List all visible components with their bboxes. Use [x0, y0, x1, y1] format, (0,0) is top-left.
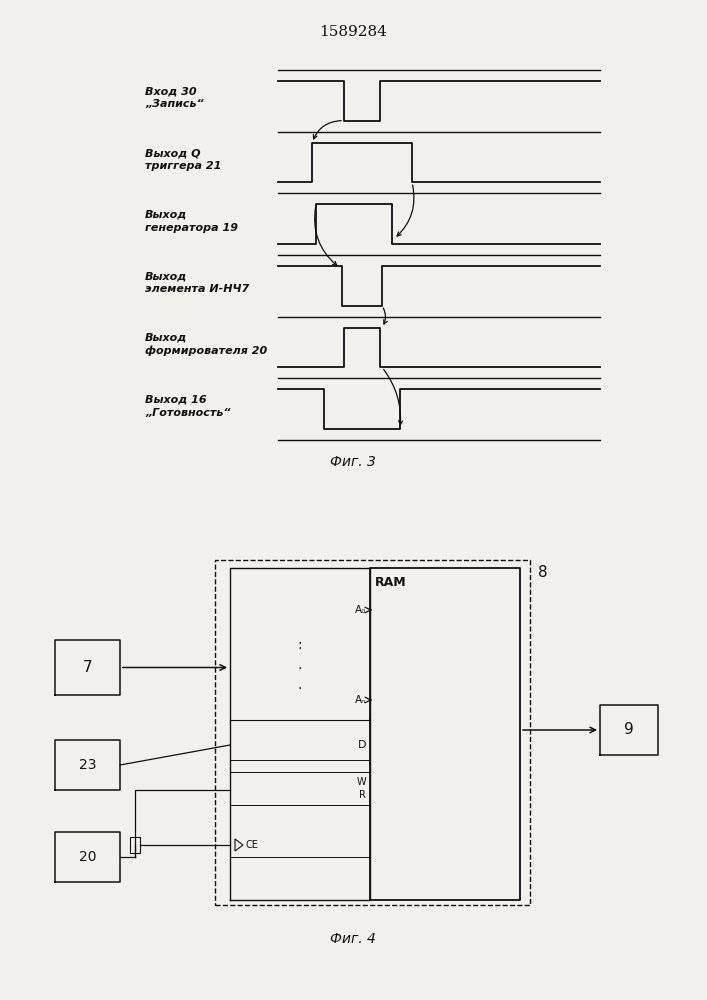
Text: 7: 7: [83, 660, 93, 675]
Text: Выход
элемента И-НЧ7: Выход элемента И-НЧ7: [145, 271, 250, 294]
Text: :: :: [298, 638, 303, 652]
Text: 1589284: 1589284: [319, 25, 387, 39]
FancyArrowPatch shape: [384, 369, 402, 425]
Text: Выход
формирователя 20: Выход формирователя 20: [145, 333, 267, 356]
Text: Aₙ: Aₙ: [355, 695, 366, 705]
Text: A₀: A₀: [355, 605, 366, 615]
Text: .: .: [298, 658, 302, 672]
Text: Вход 30
„Запись“: Вход 30 „Запись“: [145, 86, 204, 109]
FancyArrowPatch shape: [383, 308, 387, 324]
Text: Выход 16
„Готовность“: Выход 16 „Готовность“: [145, 395, 230, 418]
FancyArrowPatch shape: [313, 121, 341, 139]
Text: CE: CE: [245, 840, 258, 850]
Text: Фиг. 4: Фиг. 4: [330, 932, 376, 946]
Text: Выход
генератора 19: Выход генератора 19: [145, 210, 238, 233]
Text: 8: 8: [538, 565, 548, 580]
Text: .: .: [298, 678, 302, 692]
Text: 23: 23: [78, 758, 96, 772]
FancyArrowPatch shape: [315, 207, 337, 265]
Text: D: D: [358, 740, 366, 750]
Text: RAM: RAM: [375, 576, 407, 589]
Text: Выход Q
триггера 21: Выход Q триггера 21: [145, 148, 221, 171]
FancyArrowPatch shape: [397, 185, 414, 236]
Text: Фиг. 3: Фиг. 3: [330, 455, 376, 469]
Text: R: R: [359, 790, 366, 800]
Text: 9: 9: [624, 722, 634, 738]
Text: W: W: [356, 777, 366, 787]
Text: 20: 20: [78, 850, 96, 864]
